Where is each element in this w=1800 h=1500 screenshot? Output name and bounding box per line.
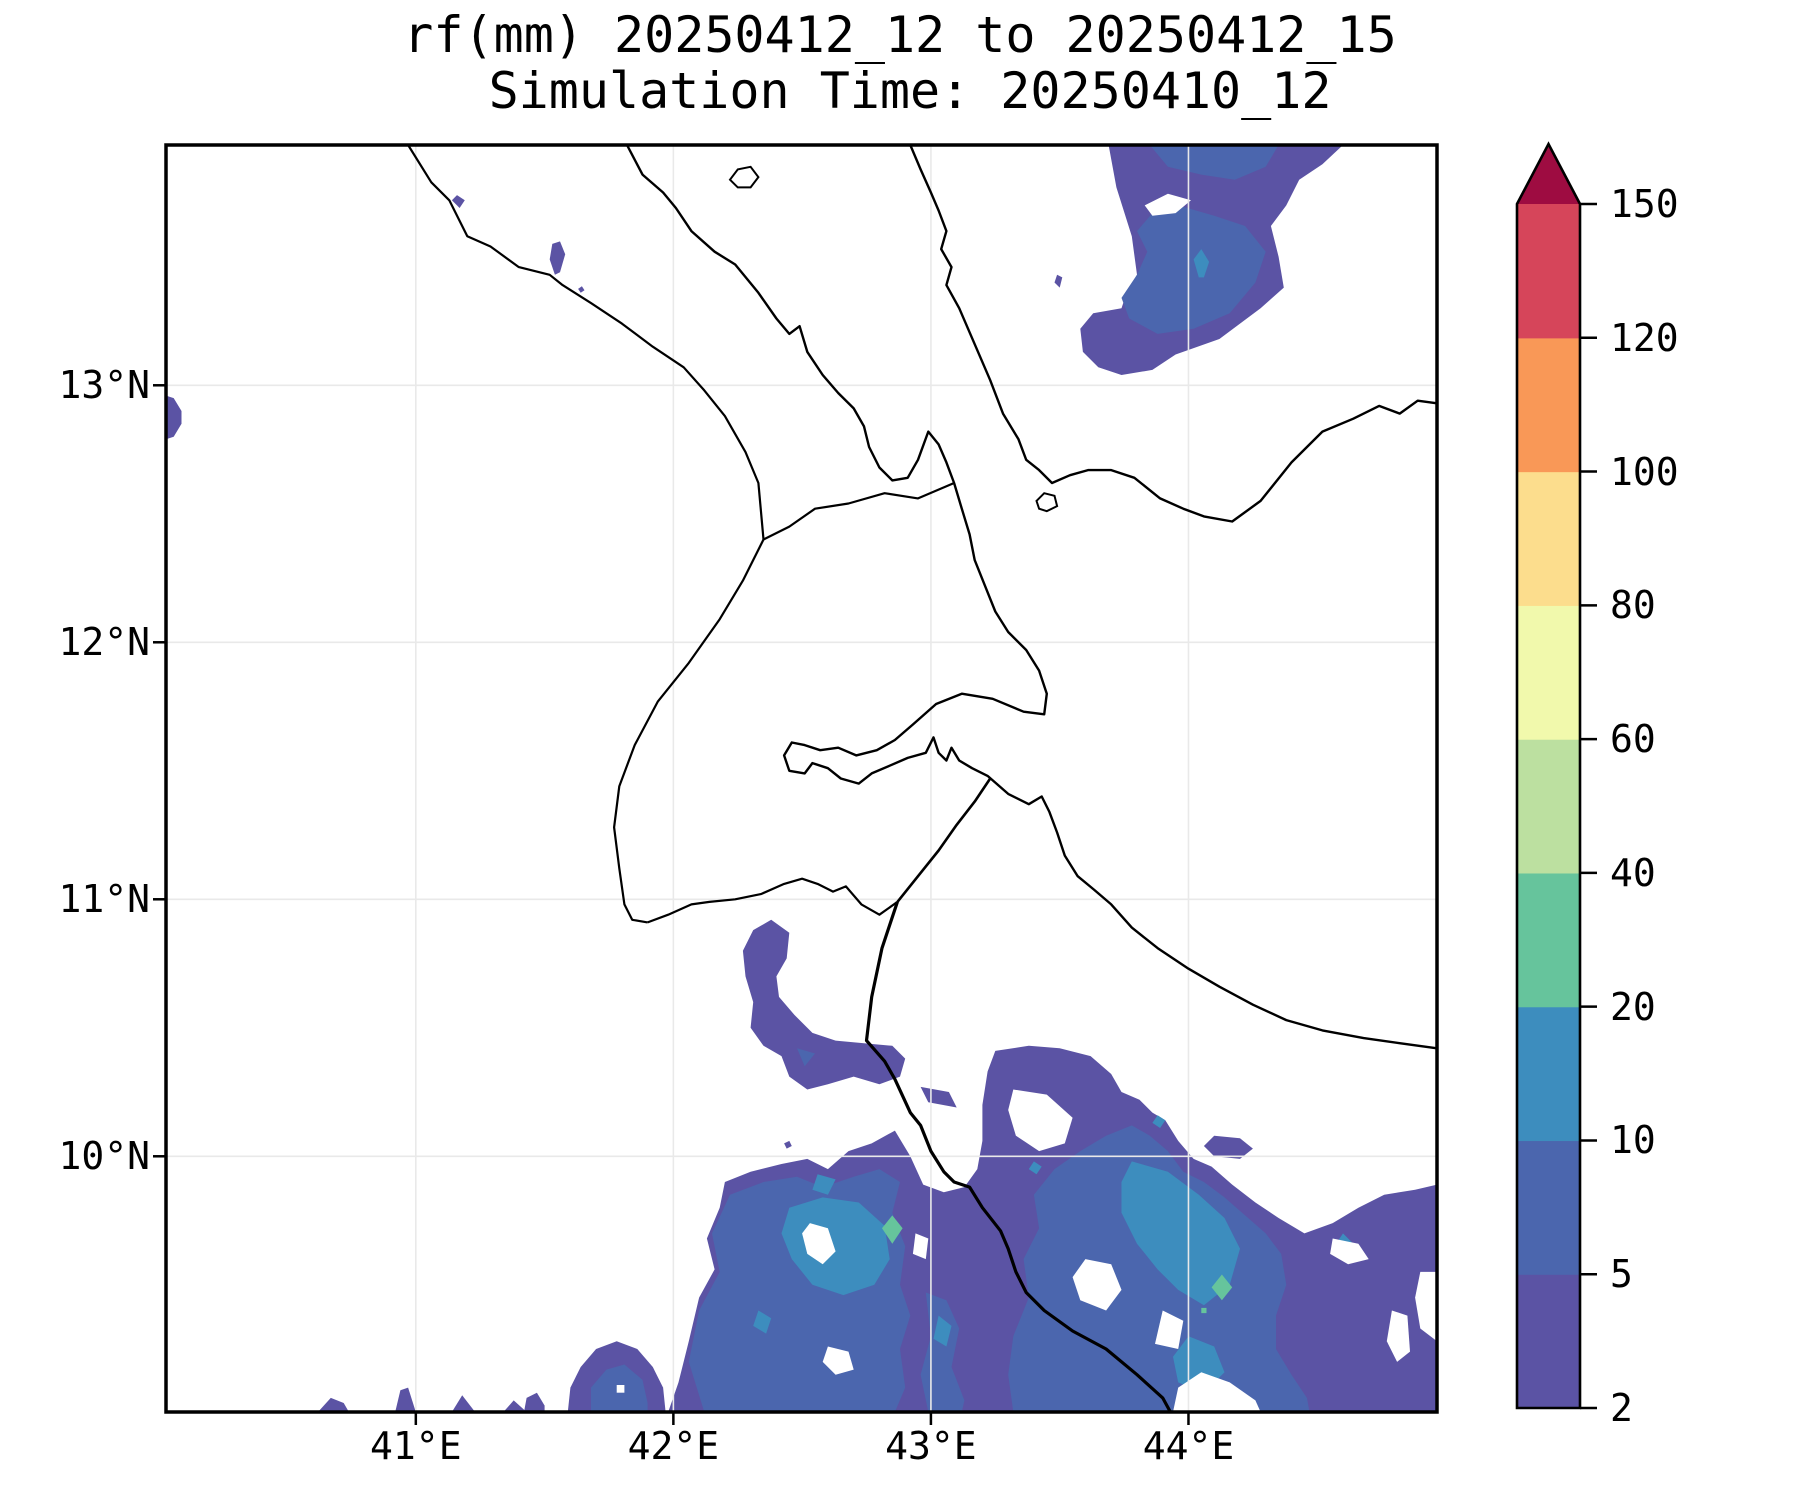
rain-contour-hole	[1386, 1310, 1410, 1362]
colorbar-tick-label: 20	[1610, 984, 1656, 1029]
rain-contour-hole	[912, 1233, 929, 1260]
colorbar-segment	[1517, 471, 1580, 606]
rain-patch-bin0	[1054, 274, 1063, 288]
rain-patch-bin0	[524, 1392, 545, 1412]
colorbar-tick-label: 80	[1610, 583, 1656, 628]
colorbar-tick-label: 60	[1610, 717, 1656, 762]
colorbar-segment	[1517, 337, 1580, 473]
colorbar-tick-label: 10	[1610, 1118, 1656, 1163]
rain-contour-hole	[1072, 1259, 1122, 1311]
colorbar-outline	[1515, 141, 1582, 1410]
rain-patch-bin2	[781, 1197, 890, 1296]
x-tick-label: 44°E	[1142, 1424, 1235, 1468]
colorbar-tick-label: 100	[1610, 449, 1679, 494]
island-outline	[728, 165, 760, 189]
country-border	[647, 877, 899, 924]
colorbar-tick-label: 40	[1610, 850, 1656, 895]
colorbar-extend-triangle	[1517, 144, 1580, 204]
country-border	[864, 901, 1172, 1413]
x-tick-label: 42°E	[627, 1424, 720, 1468]
rain-patch-bin0	[451, 1395, 476, 1412]
rain-patch-bin2	[1121, 1161, 1240, 1306]
rain-patch-bin2	[1152, 1115, 1166, 1128]
colorbar-segment	[1517, 1140, 1580, 1275]
map-frame	[164, 143, 1439, 1414]
country-border	[612, 539, 765, 924]
rain-contour-hole	[822, 1346, 854, 1375]
rain-patch-bin0	[549, 241, 566, 275]
rain-patch-bin0	[920, 1086, 957, 1108]
rain-patch-bin2	[753, 1310, 772, 1334]
country-border	[763, 481, 955, 541]
rain-patch-bin2	[812, 1174, 836, 1195]
y-tick-label: 12°N	[58, 620, 150, 665]
rain-contour-hole	[1415, 1271, 1437, 1342]
rain-patch-bin0	[451, 195, 465, 208]
rain-contour-hole	[616, 1385, 625, 1393]
country-border	[407, 144, 765, 540]
rain-patch-bin0	[166, 395, 182, 440]
rain-patch-bin1	[1149, 145, 1279, 180]
rain-patch-bin2	[1028, 1161, 1042, 1175]
rain-patch-bin0	[503, 1400, 527, 1412]
rain-patch-bin3	[1201, 1307, 1207, 1314]
y-tick-label: 10°N	[58, 1134, 150, 1179]
page-subtitle: Simulation Time: 20250410_12	[488, 62, 1332, 120]
rain-patch-bin1	[797, 1048, 815, 1067]
rain-patch-bin2	[933, 1315, 952, 1347]
rain-patch-bin0	[318, 1397, 349, 1412]
rain-patch-bin0	[1203, 1135, 1253, 1159]
page-title: rf(mm) 20250412_12 to 20250412_15	[403, 6, 1397, 64]
coastline	[909, 144, 1438, 523]
y-tick-label: 13°N	[58, 363, 150, 408]
colorbar-tick-label: 150	[1610, 182, 1679, 226]
x-tick-label: 43°E	[885, 1424, 977, 1468]
rain-patch-bin3	[1211, 1274, 1233, 1301]
rain-patch-bin2	[1193, 249, 1210, 278]
rain-contour-hole	[802, 1223, 836, 1265]
colorbar-segment	[1517, 605, 1580, 740]
colorbar-tick-label: 120	[1610, 315, 1679, 360]
rain-contour-hole	[1144, 193, 1191, 216]
y-tick-label: 11°N	[58, 877, 150, 922]
colorbar-segment	[1517, 739, 1580, 874]
rain-contour-hole	[1008, 1089, 1073, 1152]
rain-patch-bin1	[1121, 205, 1266, 334]
country-border	[896, 777, 992, 903]
colorbar-segment	[1517, 872, 1580, 1008]
rain-contour-hole	[1330, 1238, 1369, 1265]
rain-patch-bin0	[578, 286, 585, 293]
rain-patch-bin3	[882, 1215, 903, 1244]
colorbar-tick-label: 2	[1610, 1386, 1633, 1430]
colorbar-segment	[1517, 1274, 1580, 1409]
rain-contour-hole	[1155, 1310, 1184, 1349]
island-outline	[1035, 492, 1059, 513]
rain-patch-bin0	[395, 1387, 416, 1412]
rain-patch-bin0	[742, 919, 906, 1090]
x-tick-label: 41°E	[370, 1424, 462, 1468]
rain-contour-hole	[1173, 1372, 1261, 1412]
coastline	[625, 144, 1438, 1050]
rain-patch-bin0	[784, 1140, 792, 1149]
colorbar-segment	[1517, 204, 1580, 339]
colorbar-tick-label: 5	[1610, 1252, 1633, 1297]
colorbar-segment	[1517, 1006, 1580, 1142]
